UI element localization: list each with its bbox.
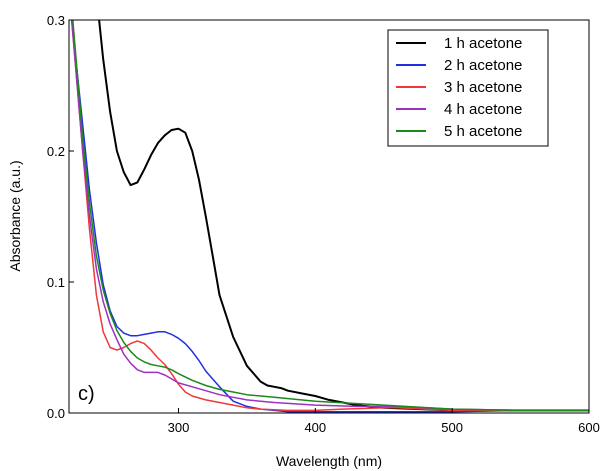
y-axis-label: Absorbance (a.u.) [7, 160, 23, 271]
series-line-3 [70, 20, 589, 412]
ticks-layer: 300 400 500 600 0.0 0.1 0.2 0.3 [47, 13, 600, 435]
legend-label-3: 3 h acetone [444, 79, 522, 96]
series-layer [70, 20, 589, 413]
x-tick-label: 600 [578, 420, 600, 435]
series-line-5 [72, 20, 589, 412]
legend-label-5: 5 h acetone [444, 123, 522, 140]
x-tick-label: 400 [304, 420, 326, 435]
legend-label-2: 2 h acetone [444, 57, 522, 74]
series-line-2 [70, 20, 589, 413]
y-tick-label: 0.0 [47, 406, 65, 421]
panel-label: c) [78, 383, 95, 405]
y-tick-label: 0.2 [47, 144, 65, 159]
x-axis-label: Wavelength (nm) [276, 453, 382, 469]
x-tick-label: 300 [168, 420, 190, 435]
y-tick-label: 0.3 [47, 13, 65, 28]
y-tick-label: 0.1 [47, 275, 65, 290]
legend: 1 h acetone 2 h acetone 3 h acetone 4 h ace… [387, 29, 549, 147]
series-line-1 [98, 20, 589, 412]
legend-label-4: 4 h acetone [444, 101, 522, 118]
series-line-4 [70, 20, 589, 412]
legend-label-1: 1 h acetone [444, 35, 522, 52]
plot-frame [68, 19, 590, 414]
x-tick-label: 500 [441, 420, 463, 435]
